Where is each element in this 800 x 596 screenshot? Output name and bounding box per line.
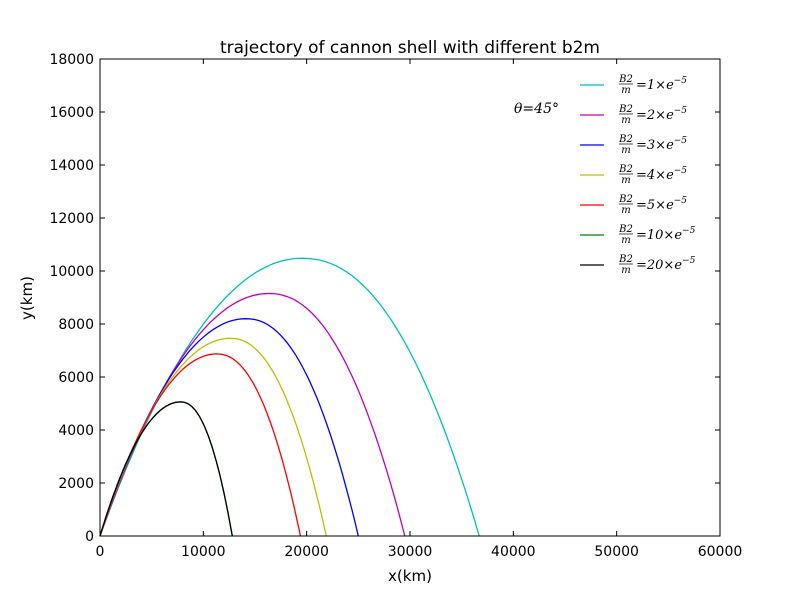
plot-frame <box>99 58 721 537</box>
legend-frac-den: m <box>621 235 630 246</box>
legend-label: =5×e−5 <box>636 196 687 213</box>
series-line <box>99 353 302 537</box>
legend-frac-den: m <box>621 265 630 276</box>
y-tick-label: 0 <box>85 529 94 545</box>
legend-label: =20×e−5 <box>636 256 696 273</box>
legend-frac-num: B2 <box>618 74 633 85</box>
x-tick-label: 10000 <box>181 544 226 560</box>
legend-entry: B2m =2×e−5 <box>618 104 687 126</box>
legend-entry: B2m =5×e−5 <box>618 194 687 216</box>
legend-entry: B2m =10×e−5 <box>618 224 695 246</box>
y-tick-label: 6000 <box>58 370 94 386</box>
x-tick-label: 40000 <box>491 544 536 560</box>
x-tick-label: 50000 <box>594 544 639 560</box>
x-tick-label: 0 <box>96 544 105 560</box>
legend-label: =10×e−5 <box>636 226 696 243</box>
y-tick-label: 2000 <box>58 476 94 492</box>
series-line <box>99 292 406 537</box>
series-layer <box>99 257 480 537</box>
y-axis-label: y(km) <box>18 276 36 320</box>
series-line <box>99 337 327 537</box>
y-tick-label: 10000 <box>49 264 94 280</box>
legend-entry: B2m =1×e−5 <box>618 74 687 96</box>
x-axis: 0 10000 20000 30000 40000 50000 60000 <box>96 59 743 560</box>
x-tick-label: 30000 <box>388 544 433 560</box>
legend-frac-num: B2 <box>618 104 633 115</box>
legend-frac-den: m <box>621 145 630 156</box>
legend-frac-num: B2 <box>618 254 633 265</box>
x-tick-label: 60000 <box>698 544 743 560</box>
y-tick-label: 8000 <box>58 317 94 333</box>
legend-entry: B2m =3×e−5 <box>618 134 687 156</box>
legend-frac-num: B2 <box>618 194 633 205</box>
chart-title: trajectory of cannon shell with differen… <box>220 38 600 58</box>
series-line <box>99 401 233 537</box>
y-axis: 0 2000 4000 6000 8000 10000 12000 14000 16000 180… <box>49 52 720 545</box>
legend-entry: B2m =4×e−5 <box>618 164 687 186</box>
legend-label: =4×e−5 <box>636 166 687 183</box>
legend-entry: B2m =20×e−5 <box>618 254 695 276</box>
x-tick-label: 20000 <box>284 544 329 560</box>
angle-annotation: θ=45° <box>514 101 559 117</box>
legend-frac-den: m <box>621 85 630 96</box>
y-tick-label: 14000 <box>49 158 94 174</box>
legend-frac-den: m <box>621 175 630 186</box>
y-tick-label: 12000 <box>49 211 94 227</box>
series-line <box>99 257 480 537</box>
series-line <box>99 401 233 537</box>
y-tick-label: 4000 <box>58 423 94 439</box>
y-tick-label: 18000 <box>49 52 94 68</box>
legend-frac-num: B2 <box>618 164 633 175</box>
legend-frac-den: m <box>621 115 630 126</box>
legend-label: =2×e−5 <box>636 106 687 123</box>
legend-frac-num: B2 <box>618 134 633 145</box>
series-line <box>99 318 359 537</box>
y-tick-label: 16000 <box>49 105 94 121</box>
x-axis-label: x(km) <box>388 567 432 585</box>
legend-label: =1×e−5 <box>636 76 687 93</box>
legend-label: =3×e−5 <box>636 136 687 153</box>
legend-frac-num: B2 <box>618 224 633 235</box>
legend-frac-den: m <box>621 205 630 216</box>
